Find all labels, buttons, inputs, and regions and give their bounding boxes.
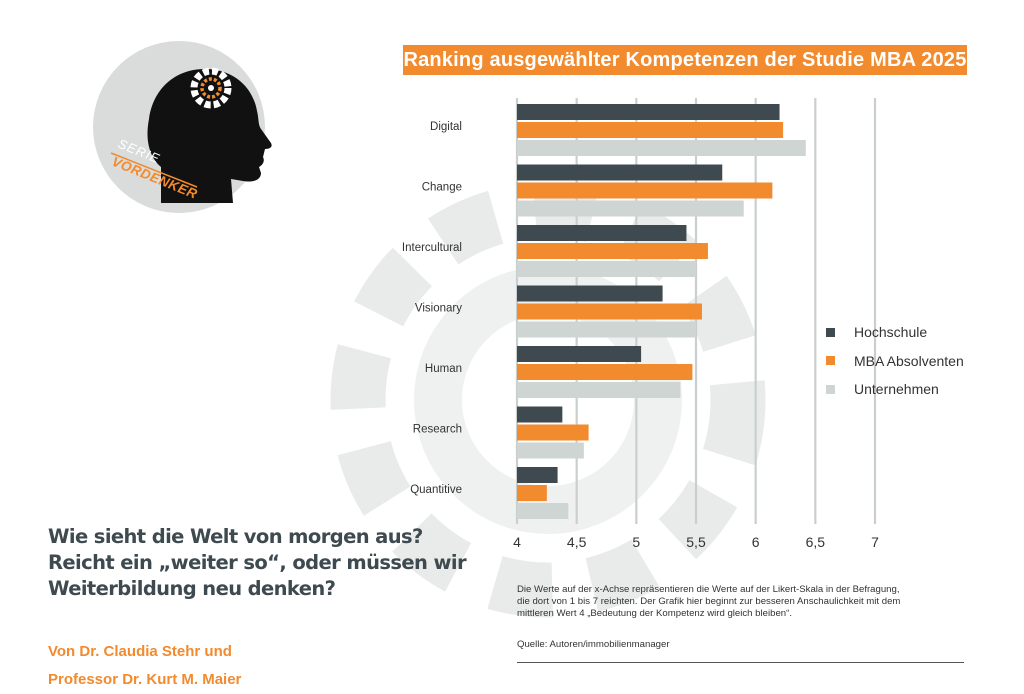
- chart-note-line-3: mittleren Wert 4 „Bedeutung der Kompeten…: [517, 608, 792, 619]
- category-label: Quantitive: [410, 484, 462, 496]
- head-silhouette-icon: [147, 69, 272, 203]
- chart-title: Ranking ausgewählter Kompetenzen der Stu…: [403, 45, 967, 75]
- category-label: Human: [425, 363, 462, 375]
- x-tick-labels: 4 4,5 5 5,5 6 6,5 7: [513, 534, 879, 550]
- series-label-divider: [110, 152, 198, 188]
- chart-note-line-2: die dort von 1 bis 7 reichten. Der Grafi…: [517, 596, 901, 607]
- bar-hochschule: [517, 346, 642, 362]
- vordenker-logo: SERIE VORDENKER: [93, 41, 272, 213]
- legend-label-unternehmen: Unternehmen: [854, 381, 939, 398]
- bar-unternehmen: [517, 382, 681, 398]
- legend: Hochschule MBA Absolventen Unternehmen: [826, 318, 964, 404]
- x-tick-label: 4,5: [567, 534, 587, 550]
- legend-item-hochschule: Hochschule: [826, 318, 964, 347]
- bars-layer: [517, 104, 806, 519]
- bar-mba: [517, 182, 773, 199]
- legend-label-hochschule: Hochschule: [854, 324, 928, 341]
- x-tick-label: 6: [752, 534, 760, 550]
- category-labels: Digital Change Intercultural Visionary Human…: [402, 121, 462, 496]
- gear-icon: [190, 67, 232, 109]
- x-tick-label: 7: [871, 534, 879, 550]
- bar-hochschule: [517, 467, 558, 483]
- legend-item-unternehmen: Unternehmen: [826, 375, 964, 404]
- authors-line-2: Professor Dr. Kurt M. Maier: [48, 671, 242, 688]
- legend-swatch-hochschule: [826, 327, 835, 337]
- source-credit: Quelle: Autoren/immobilienmanager: [517, 639, 670, 650]
- legend-swatch-unternehmen: [826, 384, 835, 394]
- bar-mba: [517, 122, 784, 138]
- category-label: Digital: [430, 121, 462, 133]
- bar-unternehmen: [517, 321, 696, 338]
- x-tick-label: 5: [632, 534, 640, 550]
- authors-line-1: Von Dr. Claudia Stehr und: [48, 643, 232, 660]
- chart-note-line-1: Die Werte auf der x-Achse repräsentieren…: [517, 584, 900, 595]
- x-tick-label: 5,5: [686, 534, 706, 550]
- category-label: Intercultural: [402, 242, 462, 254]
- headline-line-2: Reicht ein „weiter so“, oder müssen wir: [48, 551, 467, 574]
- category-label: Research: [413, 424, 462, 436]
- bar-mba: [517, 303, 702, 320]
- bar-hochschule: [517, 164, 723, 181]
- legend-item-mba: MBA Absolventen: [826, 347, 964, 376]
- bar-hochschule: [517, 104, 780, 120]
- headline-line-1: Wie sieht die Welt von morgen aus?: [48, 525, 423, 548]
- bar-hochschule: [517, 285, 663, 302]
- chart-note: Die Werte auf der x-Achse repräsentieren…: [517, 584, 967, 620]
- x-tick-label: 6,5: [806, 534, 826, 550]
- authors: Von Dr. Claudia Stehr und Professor Dr. …: [48, 638, 241, 694]
- bar-unternehmen: [517, 200, 744, 217]
- legend-swatch-mba: [826, 356, 835, 366]
- legend-label-mba: MBA Absolventen: [854, 352, 964, 369]
- headline: Wie sieht die Welt von morgen aus? Reich…: [48, 524, 467, 602]
- footer-rule: [517, 662, 964, 663]
- bar-hochschule: [517, 406, 563, 423]
- bar-mba: [517, 243, 708, 259]
- x-tick-label: 4: [513, 534, 521, 550]
- bar-unternehmen: [517, 503, 569, 519]
- bar-hochschule: [517, 225, 687, 241]
- category-label: Change: [422, 182, 462, 194]
- bar-mba: [517, 424, 589, 441]
- bar-unternehmen: [517, 140, 806, 156]
- bar-unternehmen: [517, 442, 584, 459]
- bar-unternehmen: [517, 261, 696, 277]
- bar-mba: [517, 485, 547, 501]
- category-label: Visionary: [415, 303, 462, 315]
- headline-line-3: Weiterbildung neu denken?: [48, 577, 336, 600]
- bar-mba: [517, 364, 693, 380]
